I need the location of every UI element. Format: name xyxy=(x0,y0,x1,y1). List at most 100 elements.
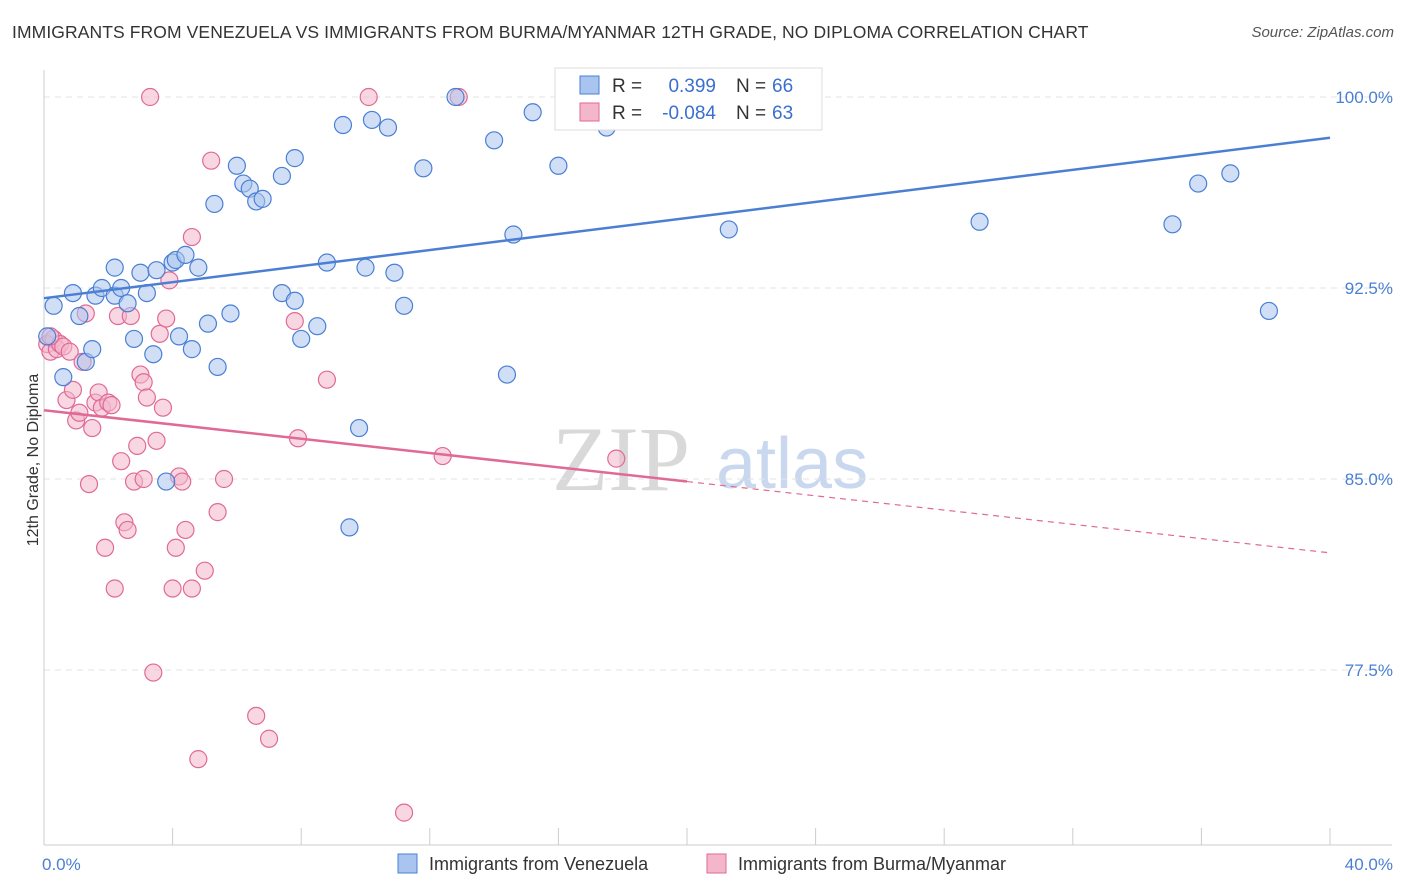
burma-point-18 xyxy=(95,538,115,557)
venezuela-point-27 xyxy=(221,304,240,323)
burma-point-33 xyxy=(144,663,163,682)
burma-point-8 xyxy=(63,380,83,399)
venezuela-point-64 xyxy=(1259,301,1279,321)
burma-point-60 xyxy=(607,449,626,468)
venezuela-point-47 xyxy=(394,296,414,315)
burma-point-45 xyxy=(182,227,201,247)
venezuela-point-46 xyxy=(385,263,404,282)
venezuela-point-43 xyxy=(356,258,375,277)
venezuela-point-11 xyxy=(118,294,137,313)
stats-burma-r-value: -0.084 xyxy=(662,103,716,124)
burma-point-35 xyxy=(150,324,169,343)
burma-point-57 xyxy=(394,803,414,822)
venezuela-point-5 xyxy=(83,340,102,359)
venezuela-point-20 xyxy=(169,327,189,346)
venezuela-point-61 xyxy=(1163,215,1182,234)
stats-venezuela-n-label: N = xyxy=(736,76,766,97)
y-tick-label-2: 92.5% xyxy=(1345,279,1393,298)
burma-point-53 xyxy=(285,312,304,331)
burma-point-28 xyxy=(128,436,147,455)
watermark-atlas: atlas xyxy=(716,424,868,504)
bottom-legend: Immigrants from Venezuela Immigrants fro… xyxy=(397,853,1006,874)
burma-point-20 xyxy=(102,396,121,415)
burma-point-39 xyxy=(163,579,182,598)
venezuela-point-23 xyxy=(189,258,208,277)
burma-trend-line-dashed xyxy=(686,480,1331,554)
y-axis-label: 12th Grade, No Diploma xyxy=(25,374,42,547)
venezuela-point-54 xyxy=(549,156,568,175)
burma-point-34 xyxy=(147,431,166,450)
y-tick-labels: 77.5% 85.0% 92.5% 100.0% xyxy=(1335,88,1393,680)
burma-point-49 xyxy=(208,503,227,522)
burma-point-44 xyxy=(182,579,201,598)
burma-point-23 xyxy=(112,452,131,471)
venezuela-point-17 xyxy=(157,472,176,491)
x-tick-label-0: 0.0% xyxy=(42,855,81,874)
chart-title: IMMIGRANTS FROM VENEZUELA VS IMMIGRANTS … xyxy=(12,22,1089,42)
venezuela-trend-line xyxy=(43,136,1331,300)
venezuela-point-49 xyxy=(446,87,465,107)
stats-burma-swatch xyxy=(579,102,600,122)
burma-point-42 xyxy=(173,472,192,491)
venezuela-point-21 xyxy=(176,245,195,264)
stats-burma-n-label: N = xyxy=(736,103,766,124)
y-tick-label-0: 77.5% xyxy=(1345,661,1393,680)
burma-trend-line xyxy=(43,408,688,483)
venezuela-point-26 xyxy=(208,357,227,377)
burma-point-36 xyxy=(153,398,173,417)
venezuela-point-1 xyxy=(54,368,73,387)
venezuela-point-32 xyxy=(253,189,272,208)
venezuela-point-60 xyxy=(970,212,989,231)
venezuela-point-12 xyxy=(124,329,144,349)
stats-burma-n-value: 63 xyxy=(772,103,793,124)
venezuela-point-36 xyxy=(285,291,304,310)
stats-legend-box: R = 0.399 N = 66 R = -0.084 N = 63 xyxy=(554,67,823,131)
burma-point-62 xyxy=(134,469,153,489)
legend-venezuela-label: Immigrants from Venezuela xyxy=(429,854,649,874)
venezuela-point-51 xyxy=(497,365,517,384)
venezuela-point-44 xyxy=(362,110,382,130)
venezuela-point-35 xyxy=(285,149,304,168)
stats-venezuela-r-label: R = xyxy=(612,76,642,97)
venezuela-point-3 xyxy=(70,306,89,326)
burma-point-51 xyxy=(247,706,266,725)
burma-point-40 xyxy=(166,538,185,557)
stats-burma-r-label: R = xyxy=(612,103,642,124)
venezuela-point-57 xyxy=(719,220,738,239)
x-tick-label-1: 40.0% xyxy=(1345,855,1393,874)
venezuela-point-25 xyxy=(205,194,224,214)
series-burma-points xyxy=(38,87,626,822)
burma-point-32 xyxy=(140,87,160,107)
venezuela-point-38 xyxy=(308,317,327,336)
venezuela-point-62 xyxy=(1189,174,1208,193)
burma-point-25 xyxy=(118,520,137,540)
legend-venezuela-swatch xyxy=(397,853,418,874)
venezuela-point-0 xyxy=(44,296,63,315)
burma-point-13 xyxy=(79,474,99,494)
burma-point-46 xyxy=(189,750,208,769)
venezuela-point-13 xyxy=(131,263,150,282)
y-tick-label-1: 85.0% xyxy=(1345,470,1393,489)
burma-point-55 xyxy=(317,370,337,389)
stats-venezuela-swatch xyxy=(579,75,600,95)
burma-point-47 xyxy=(195,561,214,580)
burma-point-31 xyxy=(137,388,156,407)
venezuela-point-40 xyxy=(333,115,353,135)
venezuela-point-63 xyxy=(1221,164,1240,183)
legend-burma-label: Immigrants from Burma/Myanmar xyxy=(738,854,1006,874)
venezuela-point-41 xyxy=(340,518,359,537)
venezuela-point-65 xyxy=(38,327,57,346)
venezuela-point-24 xyxy=(198,314,218,333)
burma-point-7 xyxy=(60,342,79,361)
venezuela-point-33 xyxy=(272,166,292,186)
burma-point-37 xyxy=(157,309,176,328)
x-tick-labels: 0.0% 40.0% xyxy=(42,855,1393,874)
venezuela-point-45 xyxy=(378,118,398,137)
burma-point-50 xyxy=(214,469,234,489)
legend-burma-swatch xyxy=(706,853,727,874)
venezuela-point-48 xyxy=(414,159,433,178)
burma-point-52 xyxy=(259,729,279,748)
venezuela-point-22 xyxy=(182,340,201,359)
venezuela-point-16 xyxy=(147,261,166,280)
